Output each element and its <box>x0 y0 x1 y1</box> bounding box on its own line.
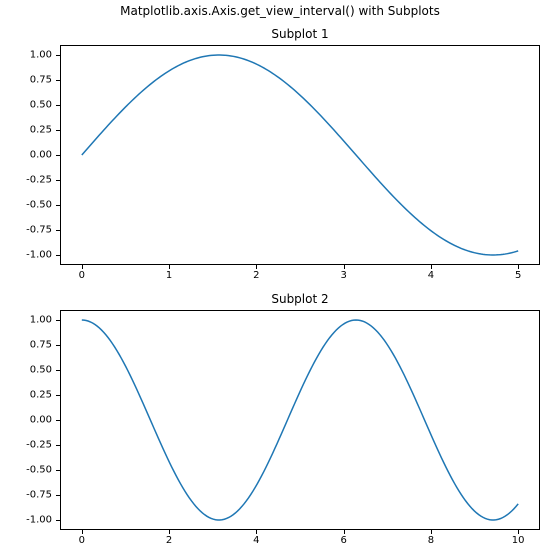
ytick-mark <box>56 255 60 256</box>
ytick-label: -0.75 <box>12 225 52 236</box>
ytick-label: 0.50 <box>12 100 52 111</box>
xtick-mark <box>169 265 170 269</box>
ytick-label: 0.75 <box>12 75 52 86</box>
ytick-label: 1.00 <box>12 315 52 326</box>
ytick-mark <box>56 55 60 56</box>
ytick-mark <box>56 80 60 81</box>
ytick-label: -1.00 <box>12 250 52 261</box>
xtick-mark <box>344 265 345 269</box>
ytick-mark <box>56 230 60 231</box>
subplot-2-line <box>60 310 540 530</box>
xtick-label: 2 <box>166 535 172 546</box>
ytick-label: 0.00 <box>12 150 52 161</box>
subplot-2-title: Subplot 2 <box>60 292 540 306</box>
xtick-mark <box>518 530 519 534</box>
ytick-mark <box>56 155 60 156</box>
xtick-label: 0 <box>79 270 85 281</box>
subplot-1: Subplot 1 012345-1.00-0.75-0.50-0.250.00… <box>60 45 540 265</box>
xtick-label: 8 <box>428 535 434 546</box>
xtick-mark <box>431 265 432 269</box>
ytick-label: -0.50 <box>12 200 52 211</box>
xtick-label: 4 <box>253 535 259 546</box>
xtick-mark <box>518 265 519 269</box>
subplot-2: Subplot 2 0246810-1.00-0.75-0.50-0.250.0… <box>60 310 540 530</box>
ytick-mark <box>56 105 60 106</box>
ytick-mark <box>56 345 60 346</box>
ytick-label: 0.75 <box>12 340 52 351</box>
xtick-label: 3 <box>340 270 346 281</box>
ytick-mark <box>56 130 60 131</box>
ytick-mark <box>56 180 60 181</box>
ytick-label: 0.00 <box>12 415 52 426</box>
ytick-label: -1.00 <box>12 515 52 526</box>
ytick-mark <box>56 470 60 471</box>
xtick-mark <box>82 530 83 534</box>
xtick-mark <box>256 530 257 534</box>
xtick-mark <box>431 530 432 534</box>
ytick-label: 0.25 <box>12 390 52 401</box>
xtick-label: 6 <box>340 535 346 546</box>
figure-suptitle: Matplotlib.axis.Axis.get_view_interval()… <box>0 4 560 18</box>
ytick-mark <box>56 370 60 371</box>
subplot-1-line <box>60 45 540 265</box>
xtick-label: 10 <box>512 535 525 546</box>
xtick-mark <box>169 530 170 534</box>
xtick-mark <box>82 265 83 269</box>
xtick-label: 2 <box>253 270 259 281</box>
subplot-1-title: Subplot 1 <box>60 27 540 41</box>
ytick-label: 0.50 <box>12 365 52 376</box>
ytick-mark <box>56 520 60 521</box>
ytick-label: -0.50 <box>12 465 52 476</box>
xtick-mark <box>256 265 257 269</box>
figure: Matplotlib.axis.Axis.get_view_interval()… <box>0 0 560 560</box>
ytick-mark <box>56 445 60 446</box>
xtick-mark <box>344 530 345 534</box>
ytick-mark <box>56 395 60 396</box>
xtick-label: 0 <box>79 535 85 546</box>
xtick-label: 1 <box>166 270 172 281</box>
ytick-label: -0.75 <box>12 490 52 501</box>
xtick-label: 5 <box>515 270 521 281</box>
ytick-label: 0.25 <box>12 125 52 136</box>
ytick-mark <box>56 320 60 321</box>
ytick-mark <box>56 495 60 496</box>
xtick-label: 4 <box>428 270 434 281</box>
ytick-mark <box>56 205 60 206</box>
ytick-label: -0.25 <box>12 440 52 451</box>
ytick-mark <box>56 420 60 421</box>
ytick-label: 1.00 <box>12 50 52 61</box>
ytick-label: -0.25 <box>12 175 52 186</box>
